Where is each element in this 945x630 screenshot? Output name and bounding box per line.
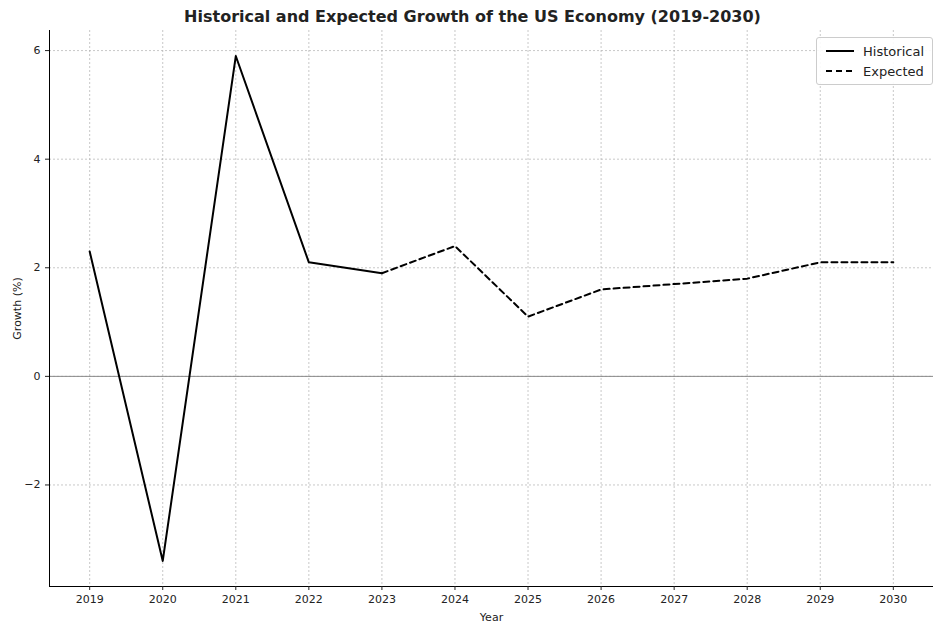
svg-text:2023: 2023	[368, 593, 396, 606]
svg-text:2027: 2027	[660, 593, 688, 606]
svg-text:Year: Year	[479, 611, 504, 624]
html-text:Historical and Expected Growth: Historical and Expected Growth of the US…	[184, 7, 761, 26]
svg-text:2025: 2025	[514, 593, 542, 606]
svg-text:2029: 2029	[806, 593, 834, 606]
svg-text:2021: 2021	[222, 593, 250, 606]
svg-text:2020: 2020	[149, 593, 177, 606]
svg-text:2019: 2019	[76, 593, 104, 606]
html-text:Expected: Expected	[863, 63, 924, 79]
html-text:Historical: Historical	[863, 43, 924, 59]
svg-text:2024: 2024	[441, 593, 469, 606]
svg-text:2026: 2026	[587, 593, 615, 606]
svg-text:2022: 2022	[295, 593, 323, 606]
svg-text:0: 0	[34, 370, 41, 383]
svg-text:2030: 2030	[879, 593, 907, 606]
svg-text:2028: 2028	[733, 593, 761, 606]
svg-text:6: 6	[34, 44, 41, 57]
svg-text:2: 2	[34, 261, 41, 274]
svg-text:Growth (%): Growth (%)	[11, 277, 24, 339]
svg-text:4: 4	[34, 153, 41, 166]
svg-text:−2: −2	[24, 478, 40, 491]
